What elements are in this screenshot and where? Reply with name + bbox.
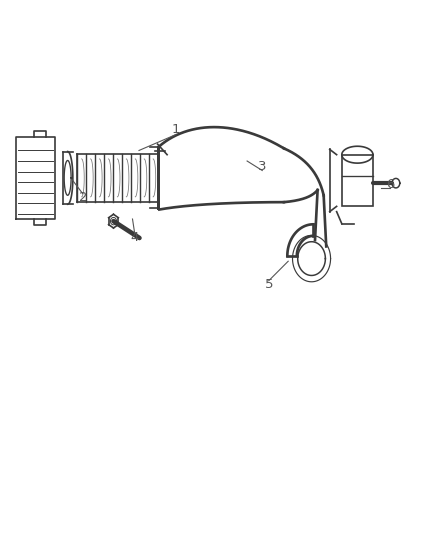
Text: 1: 1 xyxy=(172,123,180,136)
Text: 5: 5 xyxy=(265,278,273,292)
Text: 4: 4 xyxy=(131,231,139,244)
Text: 2: 2 xyxy=(78,191,87,205)
Text: 3: 3 xyxy=(258,160,266,173)
Text: 6: 6 xyxy=(385,178,394,191)
